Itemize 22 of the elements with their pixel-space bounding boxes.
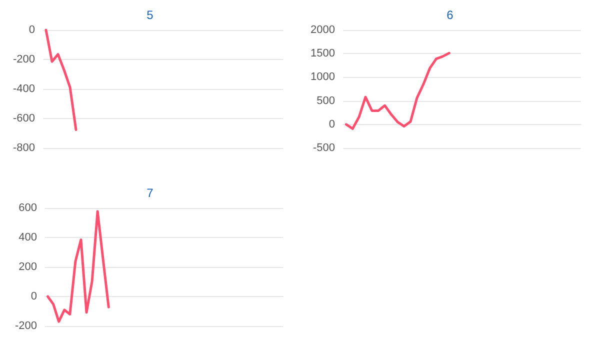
y-tick-label: -200 [14, 320, 37, 332]
chart-title: 5 [146, 8, 154, 22]
line-series [44, 28, 78, 131]
y-tick-label: 0 [28, 24, 35, 36]
y-tick-label: 500 [316, 94, 335, 107]
y-tick-label: -600 [12, 112, 35, 124]
y-tick-label: 0 [328, 118, 335, 130]
y-tick-label: 600 [18, 202, 37, 214]
y-tick-label: -800 [12, 142, 35, 154]
y-tick-label: -200 [12, 54, 35, 66]
y-tick-label: 1000 [310, 71, 335, 84]
y-tick-label: 2000 [310, 24, 335, 36]
y-tick-label: 0 [30, 290, 37, 302]
y-tick-label: 1500 [310, 48, 335, 60]
chart-title: 7 [146, 186, 154, 200]
line-series [46, 210, 110, 323]
y-tick-label: -400 [12, 83, 35, 95]
y-tick-label: 400 [18, 232, 37, 244]
line-series [344, 52, 450, 130]
y-tick-label: 200 [18, 261, 37, 273]
chart-title: 6 [446, 8, 454, 22]
y-tick-label: -500 [312, 142, 335, 154]
